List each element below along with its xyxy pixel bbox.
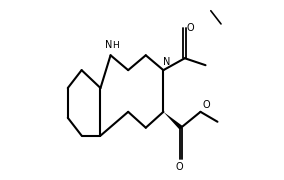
Text: O: O (176, 162, 183, 172)
Text: N: N (163, 57, 170, 67)
Text: O: O (202, 100, 210, 110)
Text: H: H (112, 41, 119, 50)
Polygon shape (163, 112, 183, 129)
Text: N: N (105, 40, 113, 50)
Text: O: O (187, 23, 195, 33)
